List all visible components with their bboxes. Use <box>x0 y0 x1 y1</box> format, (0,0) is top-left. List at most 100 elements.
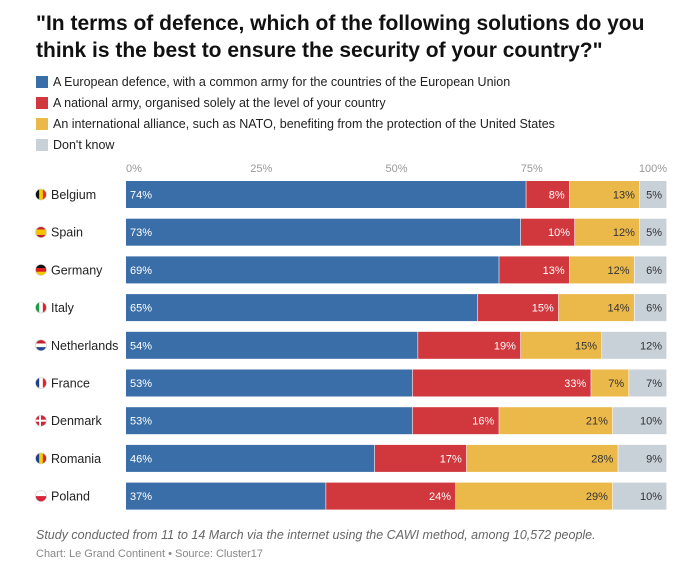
data-label: 12% <box>640 340 662 352</box>
bar-segment <box>126 181 526 208</box>
bar-segment <box>126 331 418 359</box>
bar-segment <box>629 369 667 397</box>
bar-segment <box>558 294 634 322</box>
category-label: Denmark <box>51 414 102 428</box>
bar-segment <box>618 444 667 472</box>
bar-segment <box>126 294 478 322</box>
data-label: 15% <box>532 303 554 315</box>
legend-swatch <box>36 75 48 88</box>
poland-flag-icon <box>35 490 47 502</box>
category-label: Romania <box>51 452 101 466</box>
data-label: 12% <box>608 265 630 277</box>
bar-segment <box>126 218 521 246</box>
category-label: Germany <box>51 263 103 277</box>
data-label: 6% <box>646 303 662 315</box>
bar-segment <box>602 331 667 359</box>
data-label: 7% <box>608 378 624 390</box>
footnote: Study conducted from 11 to 14 March via … <box>36 528 596 542</box>
bar-segment <box>326 482 456 510</box>
data-label: 33% <box>564 378 586 390</box>
data-label: 5% <box>646 227 662 239</box>
category-label: Spain <box>51 226 83 240</box>
data-label: 17% <box>440 453 462 465</box>
legend-item-international-alliance: An international alliance, such as NATO,… <box>36 113 555 134</box>
bar-segment <box>520 331 602 359</box>
data-label: 54% <box>130 340 152 352</box>
denmark-flag-icon <box>35 414 47 427</box>
data-label: 16% <box>472 416 494 428</box>
bar-segment <box>412 369 591 397</box>
data-label: 12% <box>613 227 635 239</box>
bar-segment <box>520 218 575 246</box>
data-label: 53% <box>130 378 152 390</box>
bar-segment <box>126 444 375 472</box>
data-label: 10% <box>640 416 662 428</box>
italy-flag-icon <box>35 301 47 314</box>
bar-segment <box>126 256 499 284</box>
bar-segment <box>456 482 613 510</box>
legend-item-european-defence: A European defence, with a common army f… <box>36 71 555 92</box>
data-label: 19% <box>494 340 516 352</box>
x-tick-label: 0% <box>126 163 142 175</box>
data-label: 15% <box>575 340 597 352</box>
bar-segment <box>634 256 667 284</box>
legend-label: An international alliance, such as NATO,… <box>53 116 555 131</box>
category-label: Netherlands <box>51 339 118 353</box>
data-label: 14% <box>608 303 630 315</box>
data-label: 7% <box>646 378 662 390</box>
category-label: Italy <box>51 301 75 315</box>
bar-segment <box>591 369 629 397</box>
bar-segment <box>126 482 326 510</box>
bar-segment <box>639 218 667 246</box>
bar-segment <box>477 294 559 322</box>
data-label: 10% <box>548 227 570 239</box>
data-label: 5% <box>646 190 662 202</box>
france-flag-icon <box>35 377 47 389</box>
data-label: 46% <box>130 453 152 465</box>
bar-segment <box>575 218 640 246</box>
legend-swatch <box>36 96 48 109</box>
data-label: 65% <box>130 303 152 315</box>
data-label: 29% <box>586 491 608 503</box>
romania-flag-icon <box>35 452 47 465</box>
bar-segment <box>569 256 634 284</box>
data-label: 9% <box>646 453 662 465</box>
data-label: 13% <box>543 265 565 277</box>
category-label: Belgium <box>51 188 96 202</box>
netherlands-flag-icon <box>35 339 47 352</box>
bar-segment <box>418 331 521 359</box>
belgium-flag-icon <box>35 188 47 201</box>
data-label: 74% <box>130 190 152 202</box>
legend-label: A national army, organised solely at the… <box>53 95 386 110</box>
data-label: 21% <box>586 416 608 428</box>
legend-label: Don't know <box>53 137 115 152</box>
bar-segment <box>499 407 613 435</box>
chart-title: "In terms of defence, which of the follo… <box>36 12 645 62</box>
category-label: Poland <box>51 490 90 504</box>
bar-segment <box>412 407 499 435</box>
legend-swatch <box>36 117 48 130</box>
x-tick-label: 25% <box>250 163 272 175</box>
bar-segment <box>126 407 413 435</box>
bar-segment <box>374 444 467 472</box>
bar-segment <box>499 256 570 284</box>
bar-segment <box>639 181 667 208</box>
data-label: 13% <box>613 190 635 202</box>
category-label: France <box>51 377 90 391</box>
data-label: 24% <box>429 491 451 503</box>
bar-segment <box>612 407 667 435</box>
bar-segment <box>526 181 570 208</box>
spain-flag-icon <box>35 226 47 238</box>
legend-swatch <box>36 138 48 151</box>
x-tick-label: 75% <box>521 163 543 175</box>
legend-label: A European defence, with a common army f… <box>53 74 511 89</box>
data-label: 73% <box>130 227 152 239</box>
bar-segment <box>634 294 667 322</box>
data-label: 10% <box>640 491 662 503</box>
x-tick-label: 50% <box>385 163 407 175</box>
bar-segment <box>569 181 640 208</box>
bar-segment <box>612 482 667 510</box>
legend-item-dont-know: Don't know <box>36 134 555 155</box>
data-label: 28% <box>591 453 613 465</box>
